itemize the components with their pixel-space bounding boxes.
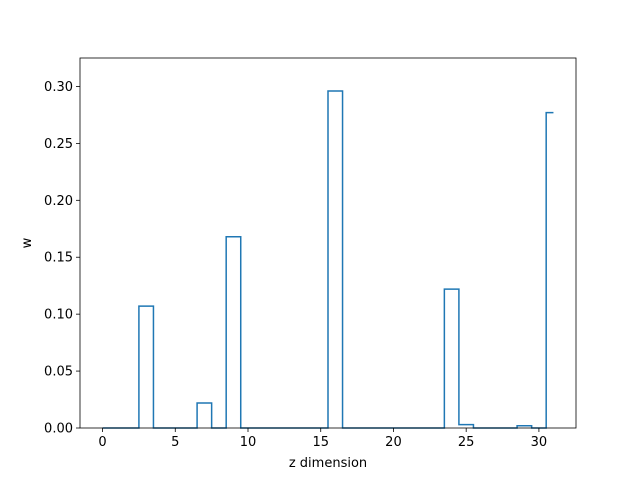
x-tick-label: 20 — [385, 435, 402, 450]
y-tick-label: 0.05 — [44, 365, 73, 380]
x-tick-label: 10 — [240, 435, 257, 450]
x-axis-ticks: 0 5 10 15 20 25 30 — [98, 428, 547, 450]
x-tick-label: 0 — [98, 435, 106, 450]
x-tick-label: 30 — [531, 435, 548, 450]
y-tick-label: 0.00 — [44, 422, 73, 437]
y-axis-ticks: 0.00 0.05 0.10 0.15 0.20 0.25 0.30 — [44, 80, 80, 437]
plot-area — [79, 57, 577, 429]
x-axis-label: z dimension — [289, 456, 367, 471]
y-tick-label: 0.10 — [44, 308, 73, 323]
x-tick-label: 15 — [312, 435, 329, 450]
x-tick-label: 5 — [171, 435, 179, 450]
series-line — [102, 90, 554, 429]
y-axis-label: w — [20, 237, 35, 248]
x-tick-label: 25 — [458, 435, 475, 450]
y-tick-label: 0.15 — [44, 251, 73, 266]
y-tick-label: 0.20 — [44, 194, 73, 209]
axes-frame — [79, 57, 577, 429]
y-tick-label: 0.25 — [44, 137, 73, 152]
y-tick-label: 0.30 — [44, 80, 73, 95]
